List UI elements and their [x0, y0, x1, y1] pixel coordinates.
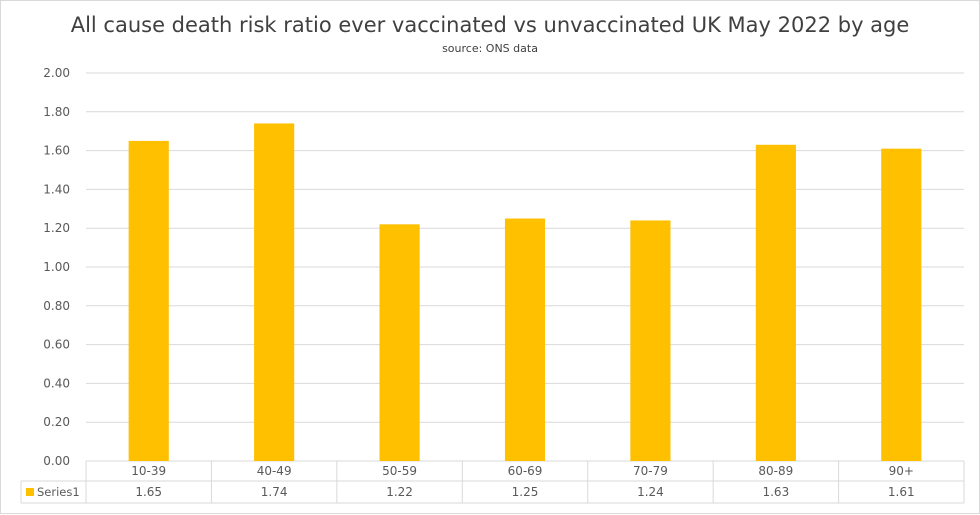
bar — [504, 218, 546, 461]
y-tick-label: 0.00 — [43, 454, 70, 468]
bar — [254, 123, 295, 461]
chart-title: All cause death risk ratio ever vaccinat… — [71, 13, 910, 37]
category-label: 70-79 — [633, 464, 668, 478]
legend-key-label: Series1 — [37, 485, 80, 499]
data-table-value: 1.74 — [261, 485, 288, 499]
category-label: 90+ — [889, 464, 914, 478]
data-table-value: 1.22 — [386, 485, 413, 499]
data-table-value: 1.61 — [888, 485, 915, 499]
data-table-value: 1.24 — [637, 485, 664, 499]
category-label: 10-39 — [131, 464, 166, 478]
category-label: 50-59 — [382, 464, 417, 478]
y-axis-ticks: 0.00 0.20 0.40 0.60 0.80 1.00 1.20 1.40 1.60 1.80… — [43, 66, 70, 468]
bar — [881, 148, 922, 461]
category-label: 60-69 — [508, 464, 543, 478]
chart-subtitle: source: ONS data — [442, 42, 538, 55]
legend-key-swatch — [26, 488, 34, 496]
y-tick-label: 1.40 — [43, 182, 70, 196]
bar — [755, 144, 796, 461]
data-table-value: 1.63 — [762, 485, 789, 499]
category-label: 80-89 — [758, 464, 793, 478]
data-table-value: 1.25 — [512, 485, 539, 499]
y-tick-label: 1.80 — [43, 105, 70, 119]
data-table: 10-39 1.65 40-49 1.74 50-59 1.22 60-69 1.25 70-7… — [20, 461, 965, 504]
bar — [630, 220, 671, 461]
y-tick-label: 1.20 — [43, 221, 70, 235]
y-tick-label: 0.40 — [43, 376, 70, 390]
y-tick-label: 2.00 — [43, 66, 70, 80]
y-tick-label: 1.00 — [43, 260, 70, 274]
category-label: 40-49 — [257, 464, 292, 478]
y-tick-label: 0.60 — [43, 338, 70, 352]
y-tick-label: 0.80 — [43, 299, 70, 313]
y-tick-label: 0.20 — [43, 415, 70, 429]
bar — [379, 224, 420, 461]
data-table-value: 1.65 — [135, 485, 162, 499]
y-tick-label: 1.60 — [43, 144, 70, 158]
bar — [128, 140, 169, 461]
bars — [128, 123, 922, 461]
